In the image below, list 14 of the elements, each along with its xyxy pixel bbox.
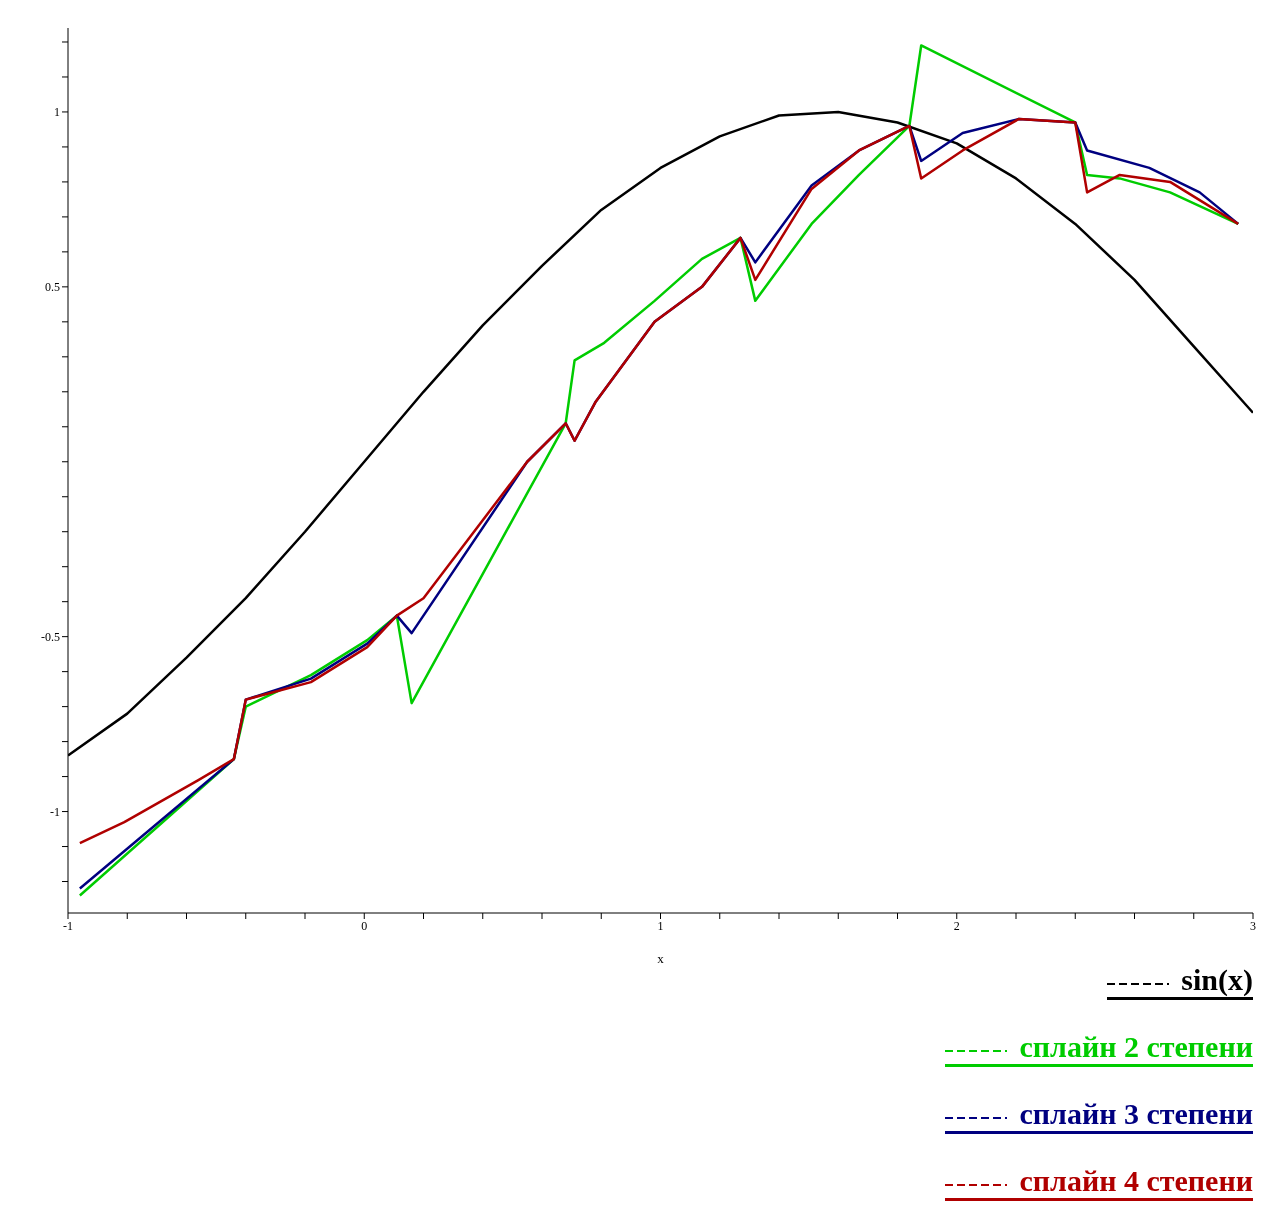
x-tick-label: 3 (1250, 918, 1256, 933)
legend-label: сплайн 3 степени (1019, 1097, 1253, 1131)
x-tick-label: -1 (63, 918, 73, 933)
x-tick-label: 2 (953, 918, 960, 933)
legend-label: сплайн 2 степени (1019, 1030, 1253, 1064)
x-tick-label: 0 (361, 918, 368, 933)
legend-label: сплайн 4 степени (1019, 1164, 1253, 1198)
y-tick-label: -0.5 (41, 629, 60, 644)
legend-label: sin(x) (1181, 963, 1253, 997)
y-tick-label: 0.5 (45, 280, 60, 295)
x-axis-title: x (657, 951, 665, 966)
x-tick-label: 1 (657, 918, 664, 933)
y-tick-label: -1 (50, 804, 60, 819)
y-tick-label: 1 (54, 105, 60, 120)
